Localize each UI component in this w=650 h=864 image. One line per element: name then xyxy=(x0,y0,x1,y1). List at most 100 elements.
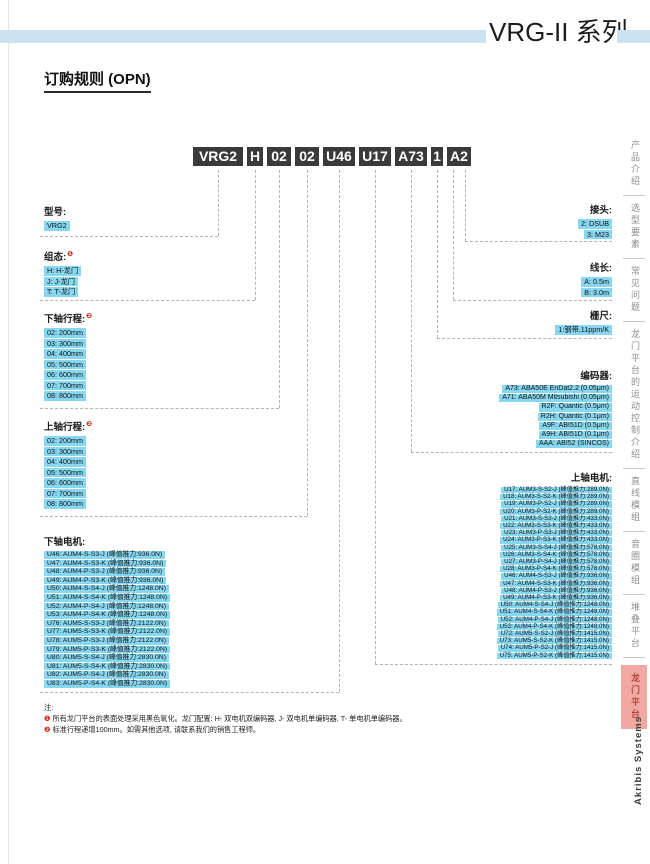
option-item: 02: 200mm xyxy=(44,436,86,446)
option-item: 06: 600mm xyxy=(44,478,86,488)
option-item: U51: AUM4-S-S4-K (峰值推力:1248.0N) xyxy=(44,593,171,602)
option-item: A9F: ABI51D (0.5μm) xyxy=(539,421,612,431)
note-marker: ❷ xyxy=(86,421,93,428)
group-scale-label: 栅尺: xyxy=(589,311,612,322)
sidebar-divider xyxy=(623,468,645,469)
group-lower-motor-label: 下轴电机: xyxy=(44,537,86,548)
note-marker: ❶ xyxy=(67,251,74,258)
option-item: 04: 400mm xyxy=(44,349,86,359)
option-item: U26: AUM3-S-S4-K (峰值推力:578.0N) xyxy=(500,551,612,559)
connector-line xyxy=(411,452,612,453)
order-code-segment: 02 xyxy=(295,147,319,166)
sidebar-divider xyxy=(623,594,645,595)
group-lower-motor: 下轴电机: U46: AUM4-S-S3-J (峰值推力:936.0N) U47:… xyxy=(44,534,171,688)
connector-line xyxy=(465,170,466,241)
group-connector-label: 接头: xyxy=(589,205,612,216)
connector-line xyxy=(40,300,255,301)
group-upper-motor: 上轴电机: U17: AUM3-S-S2-J (峰值推力:289.0N) U18:… xyxy=(496,470,612,659)
option-item: U25: AUM3-S-S4-J (峰值推力:578.0N) xyxy=(501,544,612,551)
option-item: U48: AUM4-P-S3-J (峰值推力:936.0N) xyxy=(501,587,612,595)
brand-text: Akribis Systems xyxy=(633,716,644,805)
group-config-label: 组态:❶ xyxy=(44,251,74,263)
option-item: U53: AUM4-P-S4-K (峰值推力:1248.0N) xyxy=(44,611,171,619)
option-item: R2F: Quantic (0.5μm) xyxy=(538,403,612,412)
option-item: A73: ABA50E EnDat2.2 (0.05μm) xyxy=(502,385,612,394)
option-item: U21: AUM3-S-S3-J (峰值推力:433.0N) xyxy=(501,515,612,523)
option-item: U46: AUM4-S-S3-J (峰值推力:936.0N) xyxy=(501,573,612,580)
connector-line xyxy=(339,170,340,692)
option-item: U50: AUM4-S-S4-J (峰值推力:1248.0N) xyxy=(44,585,169,593)
footnote-2: ❷ 标准行程递增100mm。如需其他选项, 请联系我们的销售工程师。 xyxy=(44,725,261,734)
sidebar-divider xyxy=(623,321,645,322)
option-item: A9H: ABI51D (0.1μm) xyxy=(538,431,612,440)
group-connector: 接头: 2: DSUB 3: M23 xyxy=(578,202,612,239)
note-marker: ❷ xyxy=(44,725,51,734)
order-code-segment: U17 xyxy=(359,147,391,166)
note-marker: ❷ xyxy=(86,313,93,320)
footnotes-heading: 注: xyxy=(44,703,54,712)
group-encoder: 编码器: A73: ABA50E EnDat2.2 (0.05μm) A71: A… xyxy=(499,368,612,449)
header-band-left xyxy=(0,30,486,43)
sidebar-tab-2: 选型要素 xyxy=(629,203,640,251)
option-item: 08: 800mm xyxy=(44,391,86,401)
connector-line xyxy=(307,170,308,516)
connector-line xyxy=(437,170,438,338)
footnote-1: ❶ 所有龙门平台的表面处理采用黑色氧化。龙门配置: H- 双电机双编码器, J- … xyxy=(44,714,407,723)
connector-line xyxy=(465,241,612,242)
group-cable-length: 线长: A: 0.5m B: 3.0m xyxy=(581,260,612,297)
connector-line xyxy=(453,300,612,301)
order-code-segment: H xyxy=(247,147,263,166)
option-item: U79: AUM5-P-S3-K (峰值推力:2122.0N) xyxy=(44,645,171,654)
order-code: VRG2 H 02 02 U46 U17 A73 1 A2 xyxy=(193,147,471,166)
option-item: U76: AUM5-S-S3-J (峰值推力:2122.0N) xyxy=(44,619,169,628)
option-item: 08: 800mm xyxy=(44,499,86,509)
option-item: 02: 200mm xyxy=(44,328,86,338)
option-item: U49: AUM4-P-S3-K (峰值推力:936.0N) xyxy=(44,576,167,585)
footnotes: 注: ❶ 所有龙门平台的表面处理采用黑色氧化。龙门配置: H- 双电机双编码器, … xyxy=(44,702,407,735)
sidebar-tab-6: 音圈模组 xyxy=(629,539,640,587)
order-code-segment: 02 xyxy=(267,147,291,166)
sidebar-divider xyxy=(623,195,645,196)
group-upper-stroke-label: 上轴行程:❷ xyxy=(44,421,93,433)
connector-line xyxy=(375,664,612,665)
section-heading: 订购规则 (OPN) xyxy=(44,68,151,93)
option-item: 04: 400mm xyxy=(44,457,86,467)
option-item: U77: AUM5-S-S3-K (峰值推力:2122.0N) xyxy=(44,628,171,636)
connector-line xyxy=(40,408,279,409)
order-code-segment: 1 xyxy=(431,147,443,166)
option-item: U47: AUM4-S-S3-K (峰值推力:936.0N) xyxy=(44,559,167,568)
option-item: 03: 300mm xyxy=(44,446,86,456)
sidebar-divider xyxy=(623,531,645,532)
option-item: A: 0.5m xyxy=(581,277,612,287)
group-cable-length-label: 线长: xyxy=(589,263,612,274)
connector-line xyxy=(411,170,412,452)
option-item: U82: AUM5-P-S4-J (峰值推力:2830.0N) xyxy=(44,671,169,679)
connector-line xyxy=(437,338,612,339)
connector-line xyxy=(375,170,376,664)
option-item: U51: AUM4-S-S4-K (峰值推力:1248.0N) xyxy=(496,609,612,616)
sidebar-tab-3: 常见问题 xyxy=(629,266,640,314)
option-item: U22: AUM3-S-S3-K (峰值推力:433.0N) xyxy=(500,522,612,530)
option-item: 3: M23 xyxy=(584,229,612,239)
sidebar-divider xyxy=(623,657,645,658)
sidebar-tab-7: 堆叠平台 xyxy=(629,602,640,650)
order-code-segment: U46 xyxy=(323,147,355,166)
option-item: U20: AUM3-P-S2-K (峰值推力:289.0N) xyxy=(500,508,612,515)
option-item: U28: AUM3-P-S4-K (峰值推力:578.0N) xyxy=(500,566,612,573)
connector-line xyxy=(218,170,219,236)
option-item: J: J-龙门 xyxy=(44,276,78,286)
option-item: U49: AUM4-P-S3-K (峰值推力:936.0N) xyxy=(500,594,612,602)
option-item: U72: AUM5-S-S2-J (峰值推力:1415.0N) xyxy=(497,630,612,638)
group-scale: 栅尺: 1:钢带,11ppm/K xyxy=(555,308,612,335)
order-code-segment: A73 xyxy=(395,147,427,166)
option-item: U19: AUM3-P-S2-J (峰值推力:289.0N) xyxy=(501,501,612,508)
option-item: 06: 600mm xyxy=(44,370,86,380)
option-item: U18: AUM3-S-S2-K (峰值推力:289.0N) xyxy=(500,493,612,501)
option-item: 05: 500mm xyxy=(44,359,86,369)
option-item: U81: AUM5-S-S4-K (峰值推力:2830.0N) xyxy=(44,662,171,671)
option-item: H: H-龙门 xyxy=(44,266,82,276)
option-item: 1:钢带,11ppm/K xyxy=(555,325,612,335)
option-item: U53: AUM4-P-S4-K (峰值推力:1248.0N) xyxy=(496,623,612,631)
connector-line xyxy=(40,692,339,693)
group-model-label: 型号: xyxy=(44,207,67,218)
